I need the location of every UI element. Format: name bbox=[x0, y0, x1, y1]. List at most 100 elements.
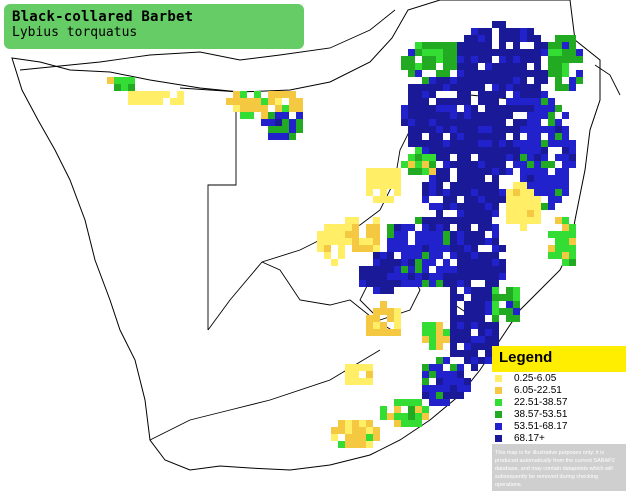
occurrence-cell bbox=[555, 168, 562, 175]
occurrence-cell bbox=[541, 203, 548, 210]
occurrence-cell bbox=[394, 280, 401, 287]
occurrence-cell bbox=[436, 224, 443, 231]
occurrence-cell bbox=[422, 371, 429, 378]
occurrence-cell bbox=[478, 119, 485, 126]
occurrence-cell bbox=[247, 98, 254, 105]
occurrence-cell bbox=[450, 42, 457, 49]
occurrence-cell bbox=[520, 84, 527, 91]
occurrence-cell bbox=[471, 357, 478, 364]
occurrence-cell bbox=[513, 42, 520, 49]
occurrence-cell bbox=[373, 280, 380, 287]
occurrence-cell bbox=[289, 98, 296, 105]
occurrence-cell bbox=[513, 77, 520, 84]
occurrence-cell bbox=[478, 133, 485, 140]
occurrence-cell bbox=[282, 112, 289, 119]
occurrence-cell bbox=[485, 273, 492, 280]
occurrence-cell bbox=[478, 259, 485, 266]
occurrence-cell bbox=[513, 182, 520, 189]
occurrence-cell bbox=[443, 63, 450, 70]
occurrence-cell bbox=[422, 105, 429, 112]
occurrence-cell bbox=[464, 343, 471, 350]
occurrence-cell bbox=[415, 119, 422, 126]
occurrence-cell bbox=[506, 217, 513, 224]
occurrence-cell bbox=[520, 28, 527, 35]
occurrence-cell bbox=[548, 231, 555, 238]
occurrence-cell bbox=[394, 329, 401, 336]
occurrence-cell bbox=[527, 35, 534, 42]
occurrence-cell bbox=[464, 329, 471, 336]
occurrence-cell bbox=[513, 140, 520, 147]
occurrence-cell bbox=[485, 189, 492, 196]
occurrence-cell bbox=[394, 238, 401, 245]
occurrence-cell bbox=[443, 217, 450, 224]
occurrence-cell bbox=[492, 147, 499, 154]
occurrence-cell bbox=[569, 84, 576, 91]
occurrence-cell bbox=[555, 105, 562, 112]
occurrence-cell bbox=[373, 308, 380, 315]
occurrence-cell bbox=[380, 168, 387, 175]
occurrence-cell bbox=[457, 371, 464, 378]
occurrence-cell bbox=[401, 63, 408, 70]
occurrence-cell bbox=[464, 385, 471, 392]
occurrence-cell bbox=[492, 301, 499, 308]
occurrence-cell bbox=[268, 133, 275, 140]
occurrence-cell bbox=[450, 287, 457, 294]
occurrence-cell bbox=[282, 133, 289, 140]
occurrence-cell bbox=[457, 147, 464, 154]
occurrence-cell bbox=[492, 70, 499, 77]
occurrence-cell bbox=[464, 98, 471, 105]
occurrence-cell bbox=[401, 413, 408, 420]
occurrence-cell bbox=[492, 161, 499, 168]
occurrence-cell bbox=[471, 210, 478, 217]
occurrence-cell bbox=[422, 119, 429, 126]
occurrence-cell bbox=[485, 133, 492, 140]
occurrence-cell bbox=[401, 259, 408, 266]
occurrence-cell bbox=[450, 77, 457, 84]
occurrence-cell bbox=[443, 112, 450, 119]
occurrence-cell bbox=[345, 434, 352, 441]
occurrence-cell bbox=[429, 84, 436, 91]
occurrence-cell bbox=[478, 126, 485, 133]
occurrence-cell bbox=[317, 245, 324, 252]
occurrence-cell bbox=[471, 203, 478, 210]
occurrence-cell bbox=[471, 273, 478, 280]
legend-swatch bbox=[495, 435, 502, 442]
occurrence-cell bbox=[555, 119, 562, 126]
occurrence-cell bbox=[520, 70, 527, 77]
occurrence-cell bbox=[520, 175, 527, 182]
occurrence-cell bbox=[506, 105, 513, 112]
occurrence-cell bbox=[408, 98, 415, 105]
occurrence-cell bbox=[401, 266, 408, 273]
occurrence-cell bbox=[366, 329, 373, 336]
occurrence-cell bbox=[352, 364, 359, 371]
occurrence-cell bbox=[464, 287, 471, 294]
occurrence-cell bbox=[422, 56, 429, 63]
occurrence-cell bbox=[471, 294, 478, 301]
occurrence-cell bbox=[499, 63, 506, 70]
occurrence-cell bbox=[555, 154, 562, 161]
occurrence-cell bbox=[422, 168, 429, 175]
occurrence-cell bbox=[422, 329, 429, 336]
occurrence-cell bbox=[534, 182, 541, 189]
occurrence-cell bbox=[464, 280, 471, 287]
occurrence-cell bbox=[569, 259, 576, 266]
occurrence-cell bbox=[366, 189, 373, 196]
occurrence-cell bbox=[520, 119, 527, 126]
occurrence-cell bbox=[555, 175, 562, 182]
occurrence-cell bbox=[492, 273, 499, 280]
occurrence-cell bbox=[324, 238, 331, 245]
occurrence-cell bbox=[394, 231, 401, 238]
occurrence-cell bbox=[478, 140, 485, 147]
occurrence-cell bbox=[443, 266, 450, 273]
occurrence-cell bbox=[478, 35, 485, 42]
occurrence-cell bbox=[471, 105, 478, 112]
occurrence-cell bbox=[394, 168, 401, 175]
occurrence-cell bbox=[331, 427, 338, 434]
occurrence-cell bbox=[471, 77, 478, 84]
occurrence-cell bbox=[478, 168, 485, 175]
occurrence-cell bbox=[471, 42, 478, 49]
occurrence-cell bbox=[394, 308, 401, 315]
occurrence-cell bbox=[492, 140, 499, 147]
occurrence-cell bbox=[443, 399, 450, 406]
occurrence-cell bbox=[506, 294, 513, 301]
